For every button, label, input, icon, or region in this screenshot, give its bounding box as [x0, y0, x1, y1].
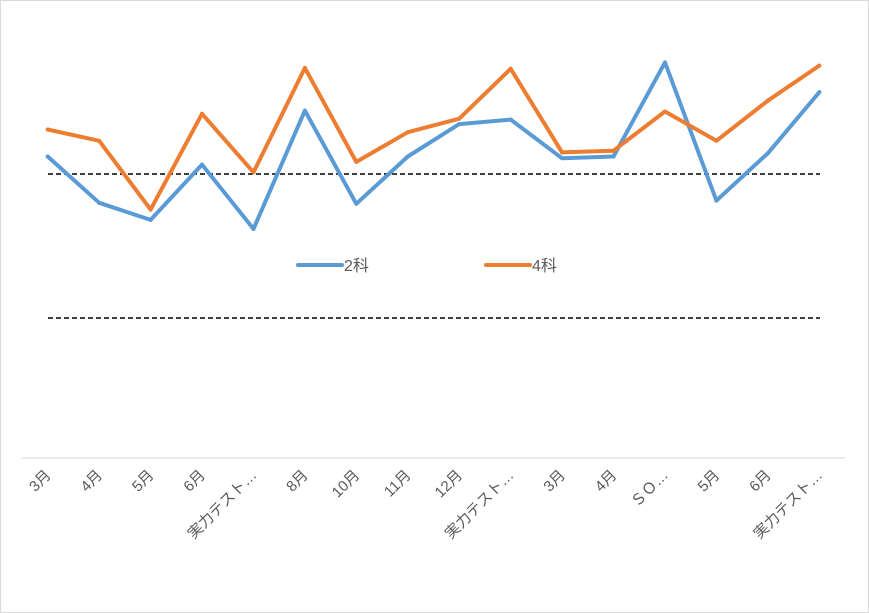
legend: 2科 4科: [296, 257, 557, 275]
data-point: [354, 201, 359, 206]
data-point: [817, 63, 822, 68]
data-point: [611, 148, 616, 153]
legend-label-4ka: 4科: [532, 257, 557, 275]
data-point: [354, 159, 359, 164]
data-point: [251, 170, 256, 175]
x-tick-label: 4月: [77, 467, 106, 496]
data-point: [148, 217, 153, 222]
x-tick-label: 8月: [283, 467, 312, 496]
data-point: [662, 109, 667, 114]
x-tick-label: 5月: [129, 467, 158, 496]
data-point: [45, 127, 50, 132]
data-point: [662, 60, 667, 65]
legend-item-2ka: 2科: [296, 257, 369, 275]
data-point: [200, 111, 205, 116]
data-point: [817, 90, 822, 95]
x-tick-label: 11月: [381, 467, 415, 501]
x-tick-label: 3月: [540, 467, 569, 496]
data-point: [251, 226, 256, 231]
x-tick-label: 12月: [432, 467, 466, 501]
data-point: [200, 162, 205, 167]
reference-lines: [48, 173, 820, 319]
data-point: [560, 150, 565, 155]
data-point: [611, 154, 616, 159]
data-point: [765, 98, 770, 103]
x-tick-label: 3月: [26, 467, 55, 496]
data-point: [97, 200, 102, 205]
x-tick-label: 6月: [180, 467, 209, 496]
data-point: [714, 198, 719, 203]
x-tick-label: ＳＯ…: [628, 467, 672, 511]
x-tick-label: 10月: [329, 467, 363, 501]
data-point: [148, 207, 153, 212]
x-tick-label: 6月: [746, 467, 775, 496]
data-point: [302, 108, 307, 113]
data-point: [302, 65, 307, 70]
data-point: [457, 122, 462, 127]
x-tick-label: 5月: [695, 467, 724, 496]
series-line-4ka: [45, 63, 822, 212]
data-point: [508, 66, 513, 71]
data-point: [560, 156, 565, 161]
data-point: [405, 130, 410, 135]
series-lines: [45, 60, 822, 231]
data-point: [508, 117, 513, 122]
data-point: [405, 154, 410, 159]
data-point: [714, 138, 719, 143]
data-point: [765, 151, 770, 156]
legend-label-2ka: 2科: [344, 257, 369, 275]
data-point: [45, 154, 50, 159]
legend-item-4ka: 4科: [484, 257, 557, 275]
data-point: [457, 116, 462, 121]
x-tick-label: 4月: [592, 467, 621, 496]
data-point: [97, 138, 102, 143]
series-line-2ka: [45, 60, 822, 231]
